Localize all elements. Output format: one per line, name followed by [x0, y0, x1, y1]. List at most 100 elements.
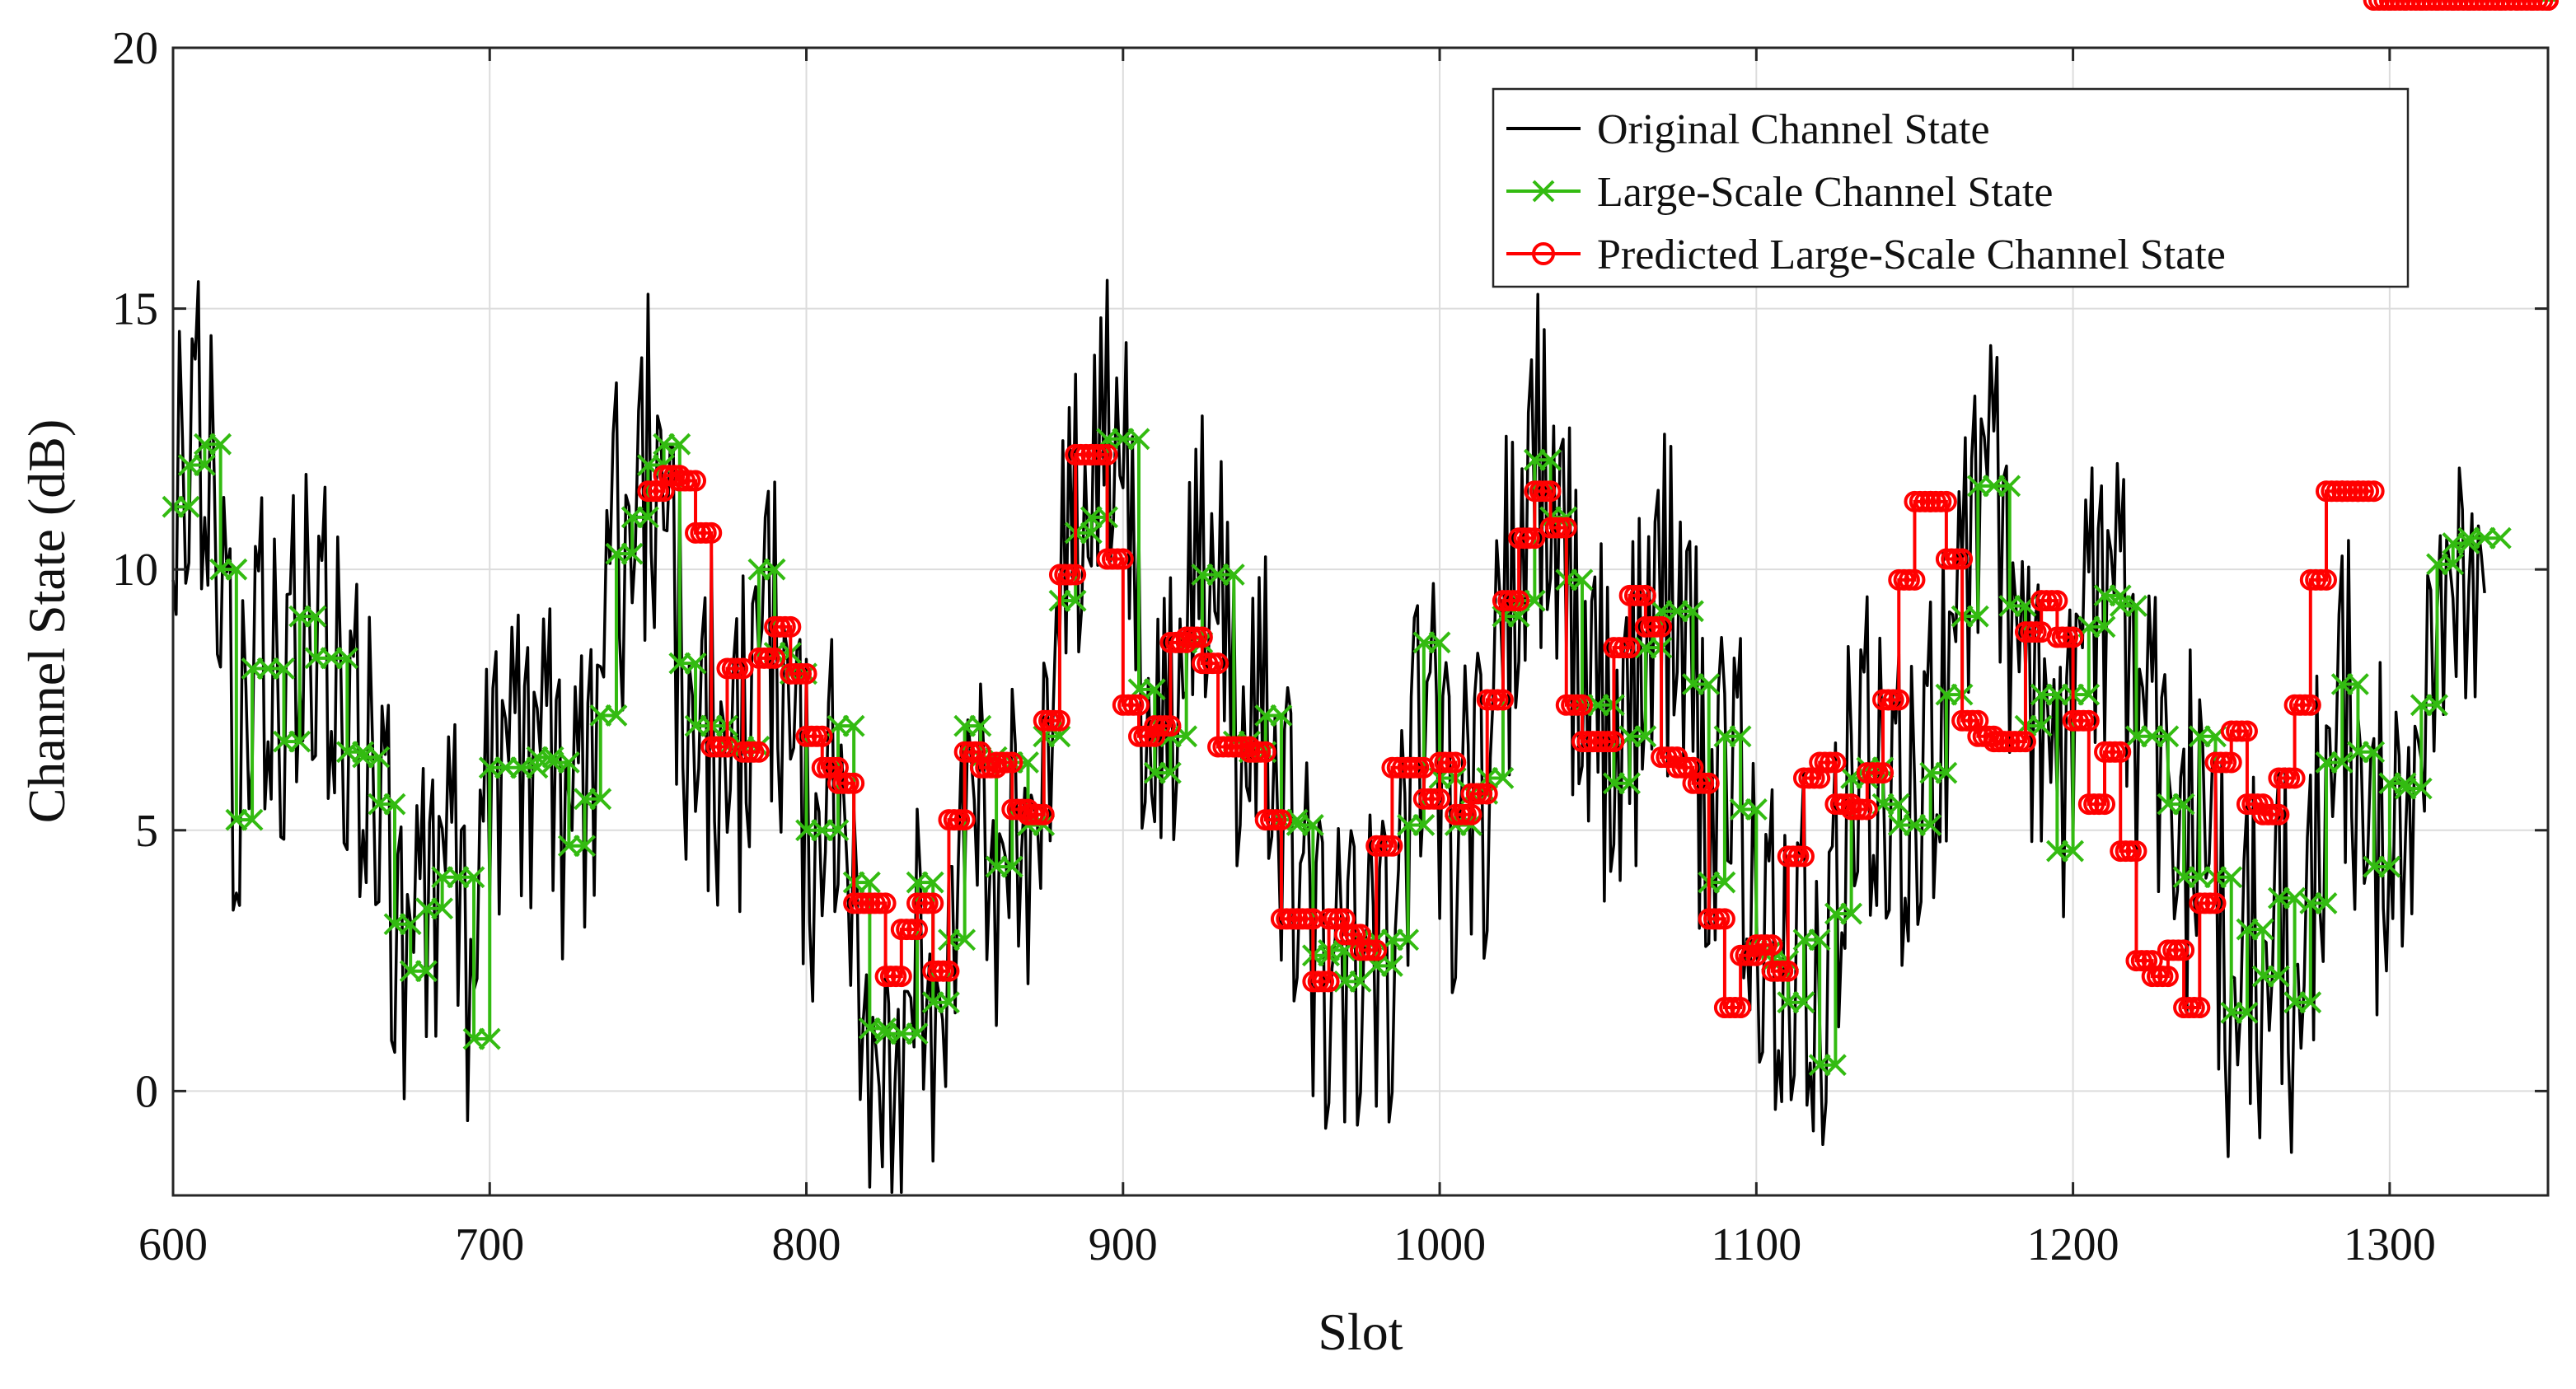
large-scale-marker — [589, 788, 612, 811]
marker-stroke — [1998, 595, 2021, 617]
marker-stroke — [1206, 564, 1229, 586]
marker-stroke — [858, 1017, 881, 1040]
predicted-marker — [2125, 840, 2147, 863]
marker-stroke — [399, 960, 422, 983]
marker-stroke — [2363, 741, 2386, 764]
large-scale-marker — [256, 657, 279, 680]
large-scale-marker — [921, 871, 944, 894]
predicted-marker — [2363, 480, 2385, 503]
predicted-marker — [2220, 751, 2242, 774]
large-scale-marker — [2251, 965, 2274, 988]
large-scale-marker — [1682, 673, 1704, 695]
large-scale-marker — [1428, 631, 1451, 654]
marker-stroke — [1191, 564, 1214, 586]
large-scale-marker — [1887, 793, 1910, 816]
large-scale-marker — [2188, 725, 2211, 748]
marker-stroke — [2315, 751, 2338, 774]
large-scale-marker — [1191, 564, 1214, 586]
large-scale-marker — [953, 928, 977, 952]
large-scale-marker — [2220, 1001, 2243, 1024]
marker-stroke — [447, 866, 470, 889]
marker-stroke — [352, 741, 374, 764]
large-scale-marker — [1539, 448, 1562, 471]
large-scale-marker — [2236, 1001, 2259, 1024]
marker-stroke — [1745, 798, 1768, 821]
marker-stroke — [1983, 475, 2005, 498]
x-tick-label: 600 — [138, 1219, 208, 1270]
marker-stroke — [241, 808, 264, 831]
predicted-marker — [1555, 517, 1577, 539]
predicted-marker — [1888, 689, 1910, 711]
marker-stroke — [2093, 615, 2116, 638]
large-scale-marker — [2442, 532, 2465, 554]
large-scale-marker — [621, 506, 644, 529]
large-scale-marker — [335, 741, 358, 764]
large-scale-marker — [1254, 704, 1277, 727]
predicted-marker — [780, 615, 802, 638]
large-scale-marker — [1301, 814, 1324, 836]
marker-stroke — [383, 793, 406, 816]
large-scale-marker — [510, 756, 533, 779]
large-scale-marker — [2093, 615, 2116, 638]
large-scale-marker — [2489, 526, 2512, 550]
large-scale-marker — [288, 605, 311, 628]
large-scale-marker — [462, 866, 485, 889]
marker-stroke — [2347, 673, 2369, 695]
marker-stroke — [2363, 855, 2386, 878]
predicted-marker — [1935, 490, 1957, 512]
marker-stroke — [241, 657, 264, 680]
marker-stroke — [1729, 725, 1752, 748]
marker-stroke — [668, 433, 691, 456]
large-scale-marker — [2457, 526, 2480, 550]
marker-stroke — [478, 1027, 501, 1050]
marker-stroke — [304, 605, 327, 628]
marker-stroke — [1397, 928, 1420, 952]
large-scale-marker — [462, 1027, 485, 1050]
predicted-marker — [2204, 892, 2227, 914]
marker-stroke — [621, 542, 644, 565]
large-scale-marker — [668, 652, 691, 675]
large-scale-marker — [1523, 589, 1546, 612]
marker-stroke — [1080, 506, 1103, 529]
marker-stroke — [1428, 631, 1451, 654]
marker-stroke — [288, 605, 311, 628]
marker-stroke — [2489, 526, 2512, 550]
large-scale-marker — [1127, 428, 1150, 451]
y-tick-label: 5 — [135, 806, 158, 857]
marker-stroke — [368, 793, 391, 816]
marker-stroke — [605, 704, 628, 727]
marker-stroke — [1998, 475, 2021, 498]
large-scale-marker — [2045, 683, 2068, 706]
large-scale-marker — [795, 819, 817, 842]
marker-stroke — [1412, 814, 1436, 836]
large-scale-marker — [1333, 970, 1356, 993]
marker-stroke — [1840, 902, 1863, 925]
large-scale-marker — [225, 808, 248, 831]
large-scale-marker — [874, 1022, 897, 1045]
large-scale-marker — [2330, 673, 2354, 695]
large-scale-marker — [827, 819, 850, 842]
predicted-marker — [1792, 845, 1815, 868]
large-scale-marker — [2410, 694, 2433, 717]
large-scale-marker — [209, 558, 232, 581]
predicted-marker — [1460, 803, 1482, 825]
predicted-marker — [1730, 997, 1752, 1019]
marker-stroke — [921, 991, 944, 1014]
large-scale-marker — [2442, 553, 2465, 576]
large-scale-marker — [985, 855, 1008, 878]
large-scale-marker — [1206, 564, 1229, 586]
marker-stroke — [795, 819, 817, 842]
large-scale-marker — [1064, 589, 1087, 612]
predicted-marker — [1365, 939, 1388, 961]
large-scale-marker — [2093, 584, 2116, 607]
large-scale-marker — [2220, 866, 2243, 889]
large-scale-marker — [2378, 772, 2401, 795]
marker-stroke — [2394, 772, 2417, 795]
large-scale-marker — [1998, 475, 2021, 498]
marker-stroke — [2077, 683, 2101, 706]
large-scale-marker — [2363, 855, 2386, 878]
predicted-marker — [2537, 0, 2559, 11]
marker-stroke — [2188, 866, 2211, 889]
large-scale-marker — [1729, 725, 1752, 748]
large-scale-marker — [969, 714, 992, 737]
